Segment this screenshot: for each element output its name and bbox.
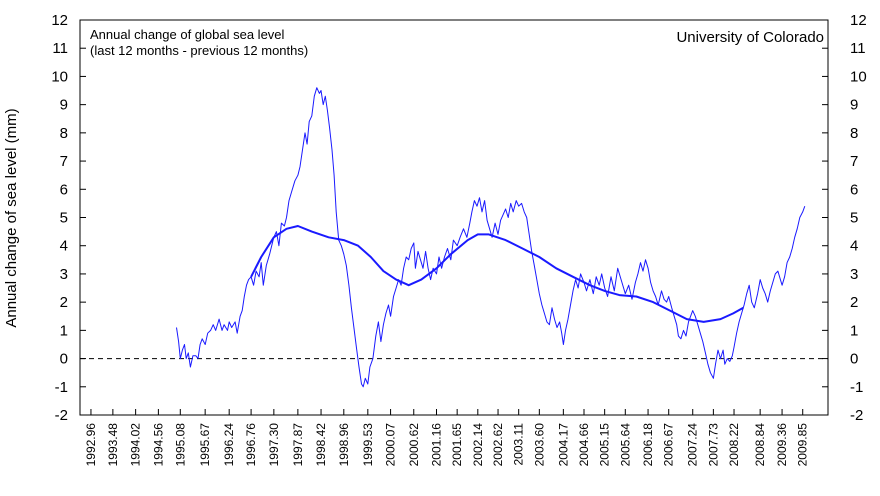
y-tick-label-left: 4: [60, 238, 68, 255]
y-tick-label-right: 10: [850, 68, 867, 85]
x-tick-label: 1992.96: [84, 423, 98, 467]
plot-border: [79, 19, 829, 416]
y-tick-label-left: 11: [52, 40, 68, 57]
y-tick-label-right: 8: [850, 125, 858, 142]
x-tick-label: 2000.07: [384, 423, 398, 467]
y-tick-label-right: 7: [850, 153, 858, 170]
series-layer: [176, 87, 806, 388]
y-tick-label-right: 9: [850, 97, 858, 114]
y-tick-label-right: 2: [850, 294, 858, 311]
x-tick-label: 2002.14: [471, 423, 485, 467]
chart-annotation-line1: Annual change of global sea level: [90, 27, 285, 42]
x-tick-label: 1993.48: [106, 423, 120, 467]
x-tick-label: 2004.17: [556, 423, 570, 467]
x-tick-label: 2003.11: [512, 423, 526, 466]
x-tick-label: 2004.66: [577, 423, 591, 467]
y-tick-label-right: -2: [850, 407, 863, 424]
y-tick-label-left: 12: [51, 12, 68, 29]
y-tick-label-right: 1: [850, 322, 858, 339]
x-axis-ticks: 1992.96 1993.48 1994.02 1994.56 1995.08 1995.…: [84, 409, 810, 466]
y-tick-label-left: 8: [60, 125, 68, 142]
y-tick-label-left: 9: [60, 97, 68, 114]
x-tick-label: 2009.85: [796, 423, 810, 467]
x-tick-label: 1996.24: [222, 423, 236, 467]
x-tick-label: 1997.87: [291, 423, 305, 467]
x-tick-label: 1998.42: [314, 423, 328, 467]
x-tick-label: 1994.56: [151, 423, 165, 467]
y-tick-label-left: 0: [60, 351, 68, 368]
y-tick-label-left: 2: [60, 294, 68, 311]
x-tick-label: 2009.36: [775, 423, 789, 467]
x-tick-label: 2001.65: [450, 423, 464, 467]
y-tick-label-left: 7: [60, 153, 68, 170]
x-tick-label: 2000.62: [407, 423, 421, 467]
y-tick-label-left: -2: [55, 407, 68, 424]
y-tick-label-left: 6: [60, 181, 68, 198]
y-tick-label-left: 10: [51, 68, 68, 85]
y-tick-label-left: 3: [60, 266, 68, 283]
x-tick-label: 1999.53: [361, 423, 375, 467]
series-line-annual-change: [176, 87, 806, 388]
x-tick-label: 1998.96: [337, 423, 351, 467]
y-axis-label: Annual change of sea level (mm): [3, 108, 20, 327]
y-tick-label-right: 5: [850, 210, 858, 227]
y-tick-label-right: 11: [850, 40, 866, 57]
y-tick-label-right: 4: [850, 238, 858, 255]
series-line-smoothed: [250, 225, 744, 323]
y-tick-label-right: 3: [850, 266, 858, 283]
y-tick-label-right: 6: [850, 181, 858, 198]
x-tick-label: 2006.18: [641, 423, 655, 467]
x-tick-label: 2003.60: [532, 423, 546, 467]
x-tick-label: 2006.67: [662, 423, 676, 467]
x-tick-label: 2007.73: [706, 423, 720, 467]
x-tick-label: 2005.64: [618, 423, 632, 467]
x-tick-label: 2008.84: [753, 423, 767, 467]
y-tick-label-right: 12: [850, 12, 867, 29]
x-tick-label: 1995.08: [173, 423, 187, 467]
x-tick-label: 1995.67: [198, 423, 212, 467]
chart-credit: University of Colorado: [676, 29, 824, 46]
x-tick-label: 2001.16: [430, 423, 444, 467]
y-tick-label-left: 5: [60, 210, 68, 227]
y-tick-label-left: 1: [60, 322, 68, 339]
y-tick-label-left: -1: [55, 379, 68, 396]
x-tick-label: 2005.15: [598, 423, 612, 467]
x-tick-label: 2002.62: [491, 423, 505, 467]
x-tick-label: 2008.22: [727, 423, 741, 467]
y-tick-label-right: -1: [850, 379, 863, 396]
x-tick-label: 1996.76: [244, 423, 258, 467]
x-tick-label: 2007.24: [686, 423, 700, 467]
x-tick-label: 1997.30: [267, 423, 281, 467]
chart-annotation-line2: (last 12 months - previous 12 months): [90, 43, 308, 58]
plot-frame: [79, 19, 829, 416]
y-tick-label-right: 0: [850, 351, 858, 368]
x-tick-label: 1994.02: [129, 423, 143, 467]
